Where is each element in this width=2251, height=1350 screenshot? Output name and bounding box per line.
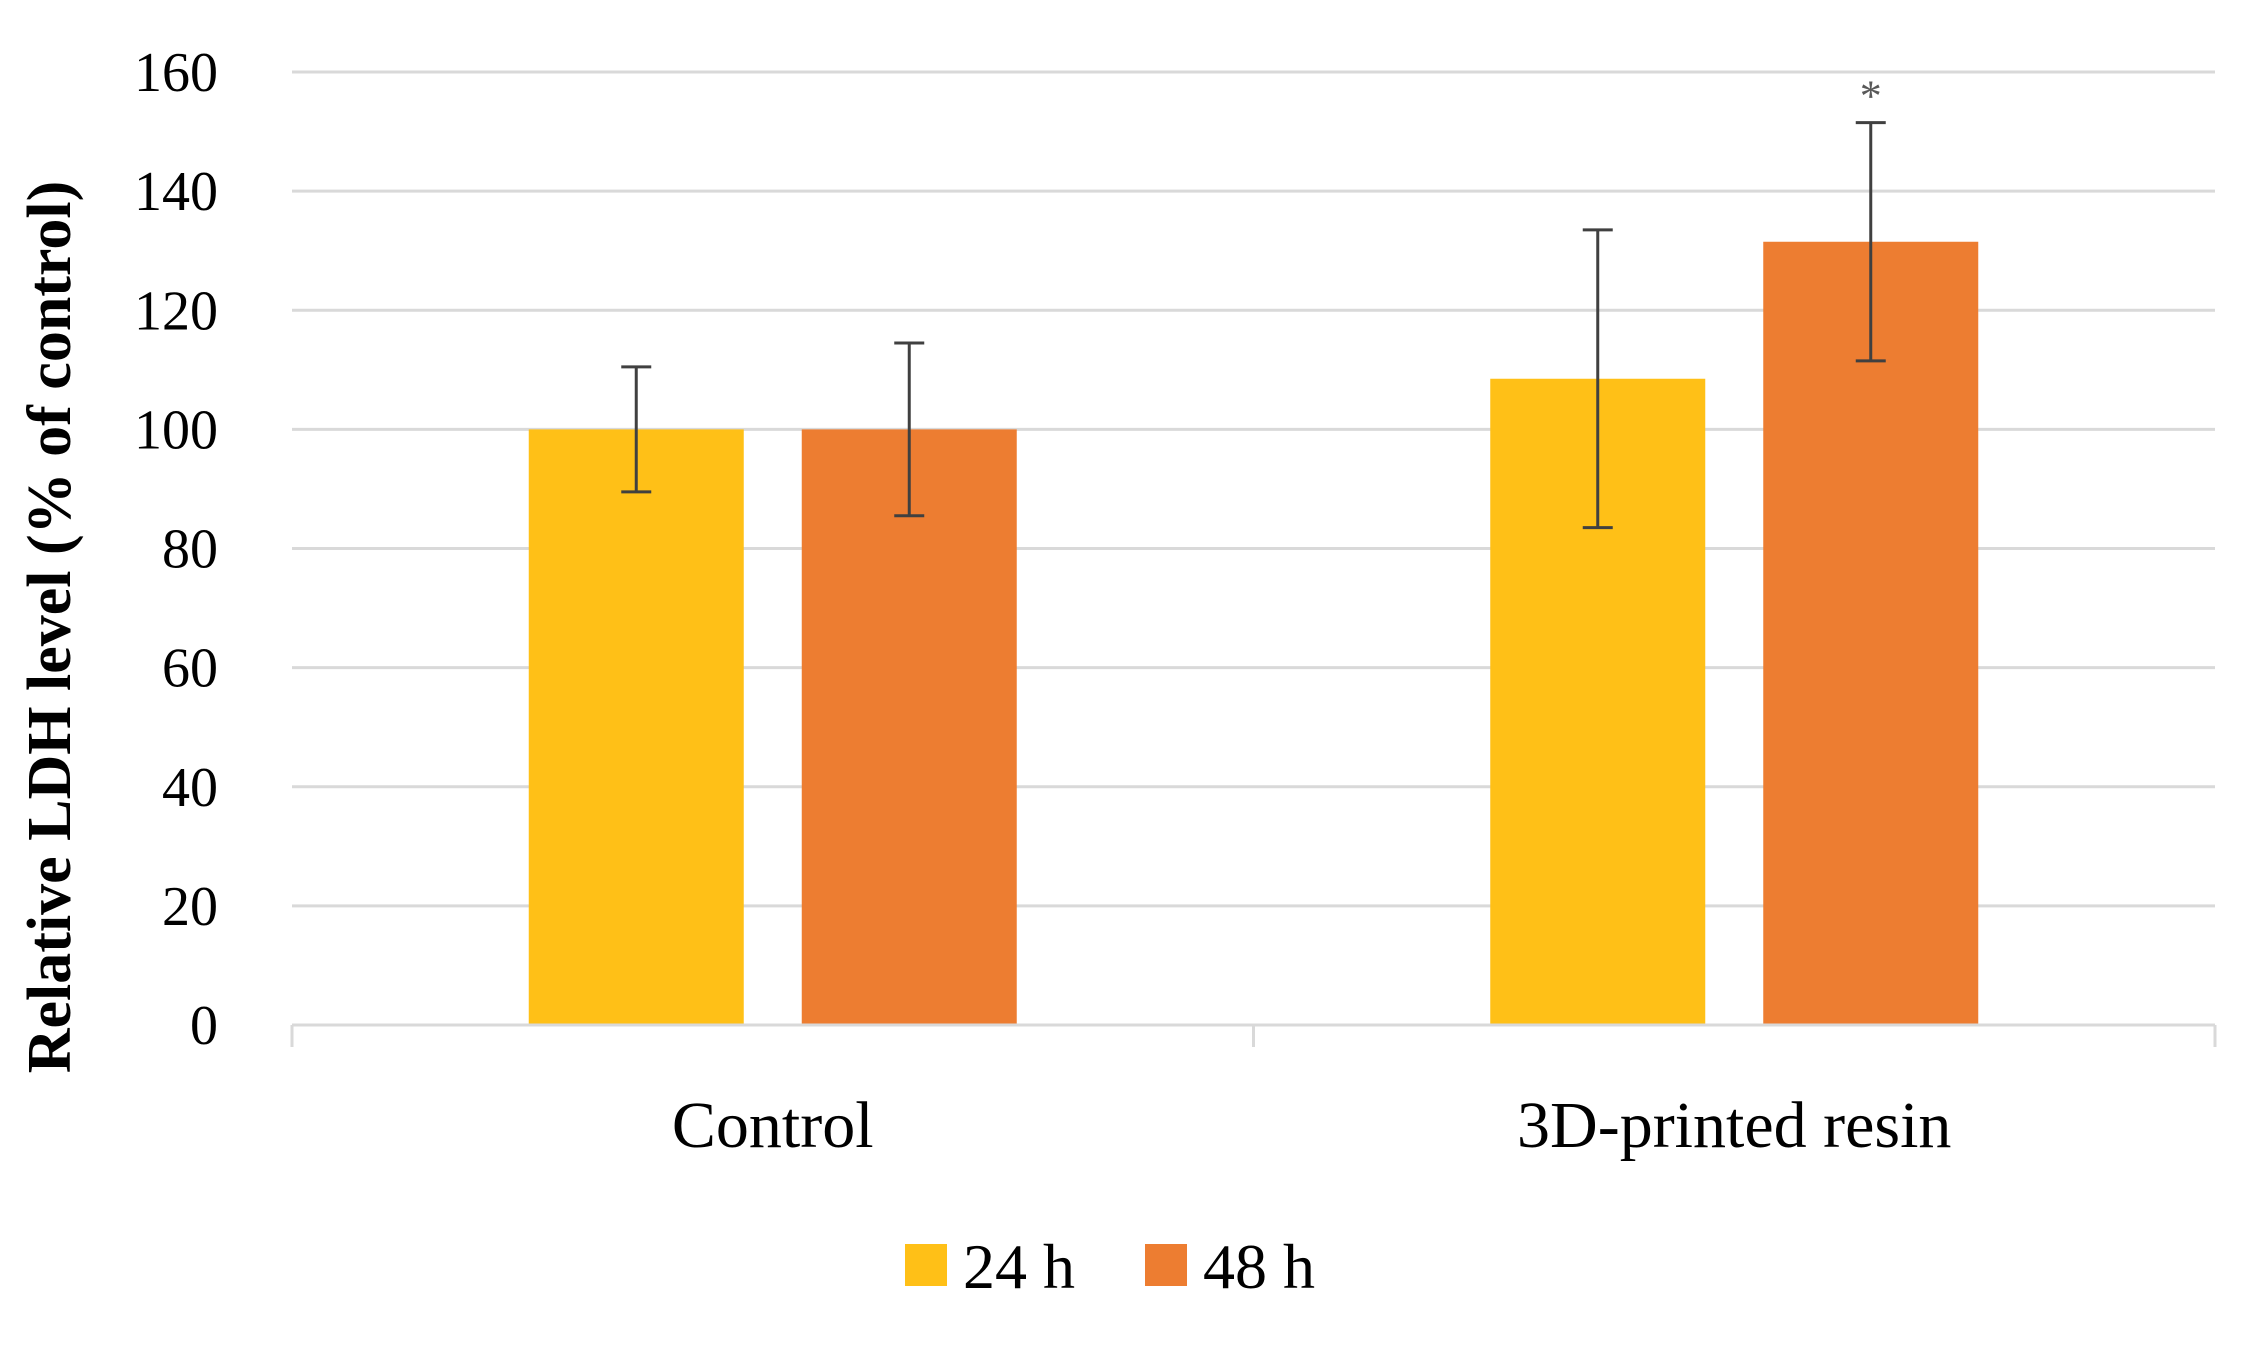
legend-label-0: 24 h <box>963 1231 1075 1302</box>
category-label-1: 3D-printed resin <box>1517 1089 1951 1162</box>
category-labels: Control 3D-printed resin <box>672 1089 1952 1162</box>
y-tick-label-40: 40 <box>162 757 218 819</box>
category-label-0: Control <box>672 1089 874 1162</box>
legend-swatch-1 <box>1145 1244 1187 1286</box>
legend: 24 h 48 h <box>905 1231 1315 1302</box>
y-tick-labels: 0 20 40 60 80 100 120 140 160 <box>134 42 218 1057</box>
bars <box>528 241 1979 1026</box>
annotations: * <box>1860 72 1882 121</box>
y-tick-label-0: 0 <box>190 995 218 1057</box>
y-axis-title: Relative LDH level (% of control) <box>16 181 84 1073</box>
x-axis <box>290 1023 2217 1047</box>
significance-marker: * <box>1860 72 1882 121</box>
legend-label-1: 48 h <box>1203 1231 1315 1302</box>
y-tick-label-20: 20 <box>162 876 218 938</box>
y-tick-label-100: 100 <box>134 399 218 461</box>
y-tick-label-80: 80 <box>162 519 218 581</box>
legend-swatch-0 <box>905 1244 947 1286</box>
y-tick-label-120: 120 <box>134 280 218 342</box>
error-bars <box>621 121 1886 530</box>
bar-1-1 <box>1763 241 1979 1026</box>
bar-0-1 <box>801 429 1017 1025</box>
y-tick-label-140: 140 <box>134 161 218 223</box>
y-tick-label-160: 160 <box>134 42 218 104</box>
bar-0-0 <box>528 429 744 1025</box>
y-tick-label-60: 60 <box>162 638 218 700</box>
